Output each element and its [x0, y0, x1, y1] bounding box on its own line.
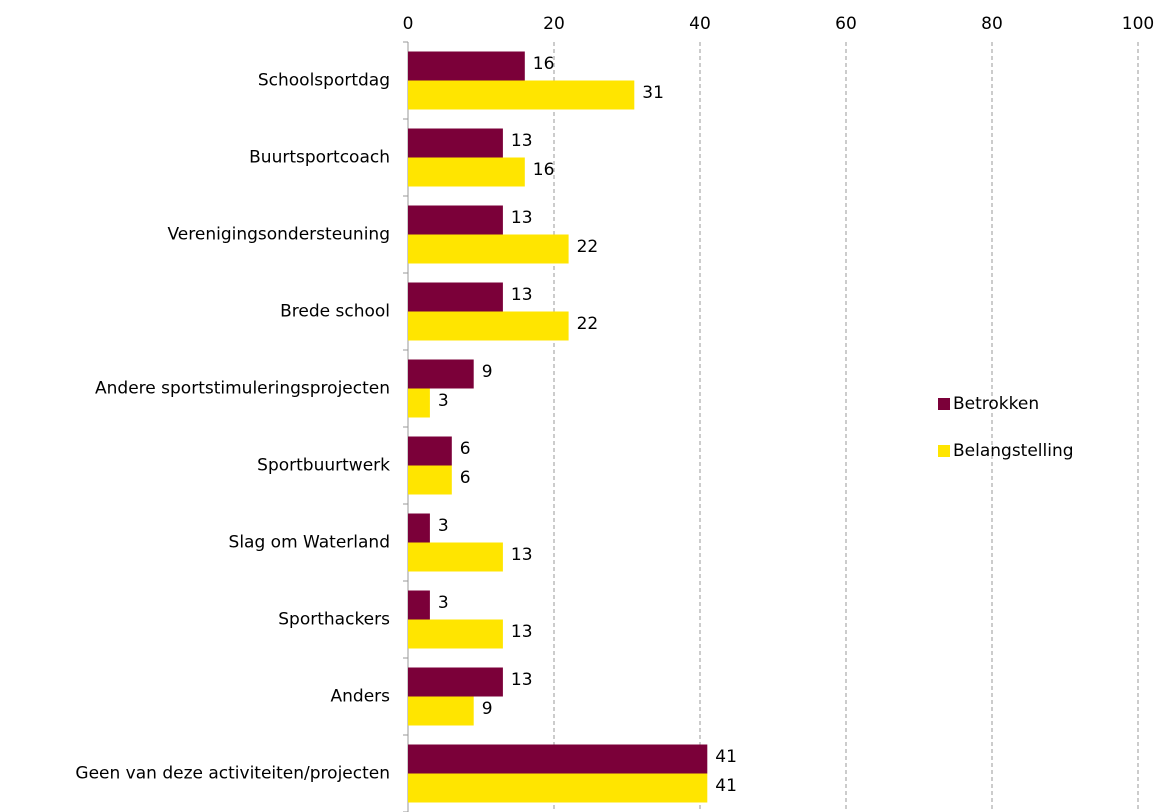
x-tick-label: 40: [689, 14, 711, 34]
x-tick-label: 80: [981, 14, 1003, 34]
bar: [408, 436, 452, 466]
value-label: 3: [438, 593, 449, 613]
value-label: 3: [438, 516, 449, 536]
bar: [408, 205, 503, 235]
value-label: 22: [577, 237, 599, 257]
bar: [408, 311, 569, 341]
x-tick-label: 0: [403, 14, 414, 34]
value-label: 22: [577, 314, 599, 334]
y-tick-label: Sporthackers: [278, 610, 390, 630]
bar: [408, 157, 525, 187]
bar: [408, 80, 635, 110]
value-label: 13: [511, 131, 533, 151]
y-tick-label: Andere sportstimuleringsprojecten: [95, 379, 390, 399]
bar: [408, 51, 525, 81]
bar: [408, 513, 430, 543]
value-label: 6: [460, 468, 471, 488]
value-label: 41: [715, 776, 737, 796]
legend-swatch: [938, 398, 950, 410]
value-label: 16: [533, 54, 555, 74]
y-tick-label: Anders: [331, 687, 391, 707]
legend-label: Betrokken: [953, 394, 1039, 414]
value-label: 9: [482, 362, 493, 382]
bar: [408, 696, 474, 726]
value-label: 13: [511, 285, 533, 305]
bar: [408, 128, 503, 158]
bar: [408, 542, 503, 572]
bar: [408, 773, 708, 803]
x-tick-label: 20: [543, 14, 565, 34]
value-label: 31: [642, 83, 664, 103]
bar: [408, 744, 708, 774]
value-label: 13: [511, 670, 533, 690]
bar: [408, 234, 569, 264]
x-tick-label: 100: [1122, 14, 1154, 34]
y-tick-label: Verenigingsondersteuning: [167, 225, 390, 245]
legend-label: Belangstelling: [953, 441, 1074, 461]
bar: [408, 465, 452, 495]
value-label: 13: [511, 208, 533, 228]
y-tick-label: Schoolsportdag: [258, 71, 390, 91]
bar: [408, 619, 503, 649]
value-label: 13: [511, 622, 533, 642]
bar: [408, 388, 430, 418]
bar: [408, 359, 474, 389]
bar: [408, 590, 430, 620]
y-tick-label: Sportbuurtwerk: [257, 456, 390, 476]
bar: [408, 282, 503, 312]
y-tick-label: Slag om Waterland: [229, 533, 390, 553]
value-label: 9: [482, 699, 493, 719]
y-tick-label: Geen van deze activiteiten/projecten: [75, 764, 390, 784]
x-tick-label: 60: [835, 14, 857, 34]
value-label: 16: [533, 160, 555, 180]
value-label: 13: [511, 545, 533, 565]
value-label: 3: [438, 391, 449, 411]
value-label: 41: [715, 747, 737, 767]
legend-swatch: [938, 445, 950, 457]
y-tick-label: Buurtsportcoach: [249, 148, 390, 168]
y-tick-label: Brede school: [280, 302, 390, 322]
value-label: 6: [460, 439, 471, 459]
bar: [408, 667, 503, 697]
